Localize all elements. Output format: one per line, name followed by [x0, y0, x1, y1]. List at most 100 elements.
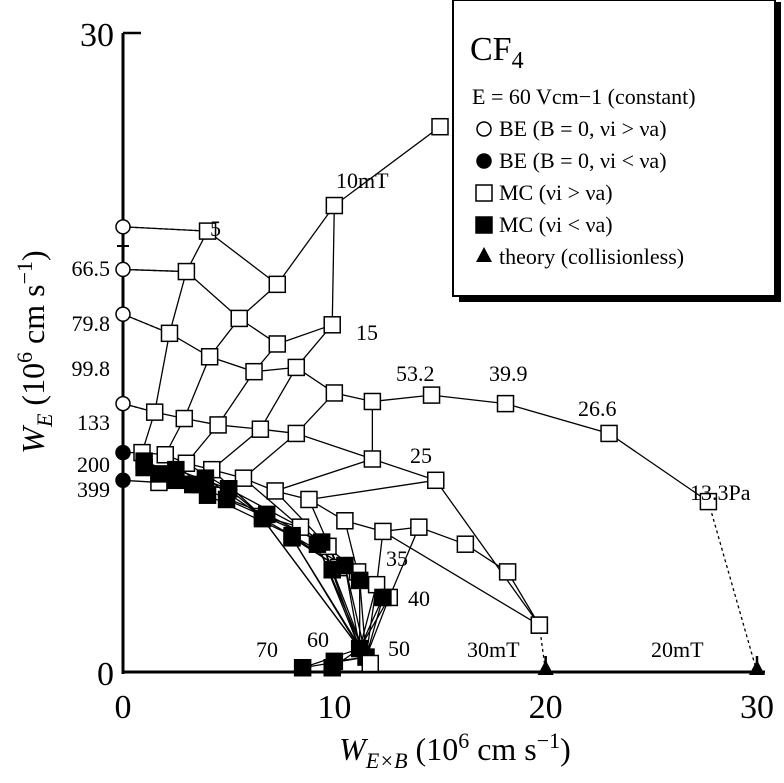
x-tick-label: 10	[317, 689, 351, 726]
open-square-point	[160, 324, 179, 343]
x-axis-label-part: )	[560, 731, 571, 767]
triangle-point	[749, 660, 765, 675]
convergence-line	[365, 597, 390, 658]
convergence-line	[344, 565, 361, 649]
x-axis-label-part: E×B	[365, 748, 408, 773]
filled-square-point	[183, 475, 202, 494]
convergence-line	[365, 597, 384, 658]
legend-label: MC (νi > νa)	[499, 180, 613, 205]
markers	[115, 117, 765, 677]
pressure-curve	[122, 126, 441, 286]
filled-square-point	[374, 588, 392, 607]
open-square-point	[530, 616, 549, 634]
field-label: 15	[356, 320, 378, 345]
open-square-point	[496, 394, 515, 413]
open-square-point	[200, 348, 219, 366]
pressure-curve	[122, 402, 540, 626]
dotted-connector	[122, 313, 170, 334]
open-square-point	[287, 358, 306, 377]
x-tick-label: 20	[529, 689, 563, 726]
open-square-point	[361, 654, 380, 673]
field-label: 70	[256, 637, 278, 662]
open-square-point	[323, 316, 341, 334]
open-square-point	[336, 512, 354, 530]
open-circle-point	[115, 219, 131, 235]
open-square-point	[234, 469, 253, 487]
pressure-label: 66.5	[72, 256, 111, 281]
filled-square-point	[283, 529, 301, 547]
legend-marker	[475, 184, 493, 202]
legend-box	[452, 0, 776, 297]
legend-label: BE (B = 0, νi < νa)	[499, 148, 667, 173]
pressure-label: 99.8	[72, 356, 111, 381]
filled-square-point	[325, 652, 344, 671]
field-label: 5	[210, 216, 221, 241]
filled-square-point	[198, 486, 217, 504]
open-square-point	[300, 490, 318, 509]
pressure-label: 39.9	[489, 361, 528, 386]
y-axis-label: WE (106 cm s−1)	[12, 250, 57, 453]
field-label: 50	[388, 636, 410, 661]
legend-label: BE (B = 0, νi > νa)	[499, 116, 667, 141]
x-axis-label-part: cm s	[469, 731, 537, 767]
open-circle-point	[115, 306, 131, 322]
field-curve	[141, 230, 209, 483]
axes	[117, 31, 765, 674]
filled-square-point	[253, 509, 272, 528]
open-square-point	[431, 117, 449, 136]
convergence-line	[291, 537, 361, 649]
filled-square-point	[150, 465, 168, 483]
x-axis-label-part: W	[339, 731, 369, 767]
x-tick-label: 0	[115, 689, 132, 726]
open-square-point	[209, 416, 227, 434]
x-tick-label: 30	[740, 689, 774, 726]
open-square-point	[699, 492, 718, 511]
legend-condition: E = 60 Vcm−1 (constant)	[472, 84, 696, 109]
open-square-point	[268, 335, 287, 353]
pressure-label: 53.2	[396, 361, 435, 386]
filled-square-point	[308, 535, 327, 553]
dotted-connector	[707, 501, 758, 673]
legend-title: CF4	[470, 31, 524, 74]
y-axis-label-part: cm s	[15, 284, 51, 352]
y-tick-label: 30	[80, 17, 114, 54]
y-axis-label-part: −1	[12, 261, 37, 284]
open-square-point	[287, 424, 306, 443]
open-square-point	[268, 275, 287, 294]
field-label: 20mT	[651, 637, 704, 662]
open-square-point	[266, 482, 284, 500]
pressure-label: 26.6	[578, 396, 617, 421]
filled-square-point	[350, 571, 369, 590]
y-axis-label-part: 6	[12, 352, 37, 363]
open-square-point	[145, 403, 164, 421]
x-axis-label-part: 6	[458, 728, 469, 753]
filled-circle-point	[115, 444, 131, 461]
dotted-connector	[122, 226, 208, 232]
dotted-connector	[122, 268, 187, 273]
convergence-line	[359, 584, 378, 649]
filled-square-point	[135, 458, 153, 477]
open-square-point	[600, 424, 618, 443]
x-axis-label-part: −1	[537, 728, 560, 753]
pressure-label: 79.8	[72, 311, 111, 336]
open-square-point	[363, 450, 382, 468]
triangle-point	[537, 660, 554, 675]
pressure-label: 133	[77, 410, 110, 435]
legend-marker	[475, 216, 493, 234]
open-square-point	[456, 535, 475, 553]
open-square-point	[422, 386, 441, 404]
y-axis-label-part: E	[32, 413, 57, 428]
filled-square-point	[323, 561, 341, 579]
y-axis-label-part: (10	[15, 363, 51, 414]
open-square-point	[198, 222, 217, 240]
field-label: 35	[386, 546, 408, 571]
convergence-line	[261, 518, 361, 649]
x-axis-label: WE×B (106 cm s−1)	[339, 728, 571, 773]
field-label: 40	[408, 586, 430, 611]
open-square-point	[156, 445, 175, 464]
field-label: 30mT	[467, 637, 520, 662]
open-square-point	[245, 362, 263, 381]
field-label: 25	[410, 443, 432, 468]
